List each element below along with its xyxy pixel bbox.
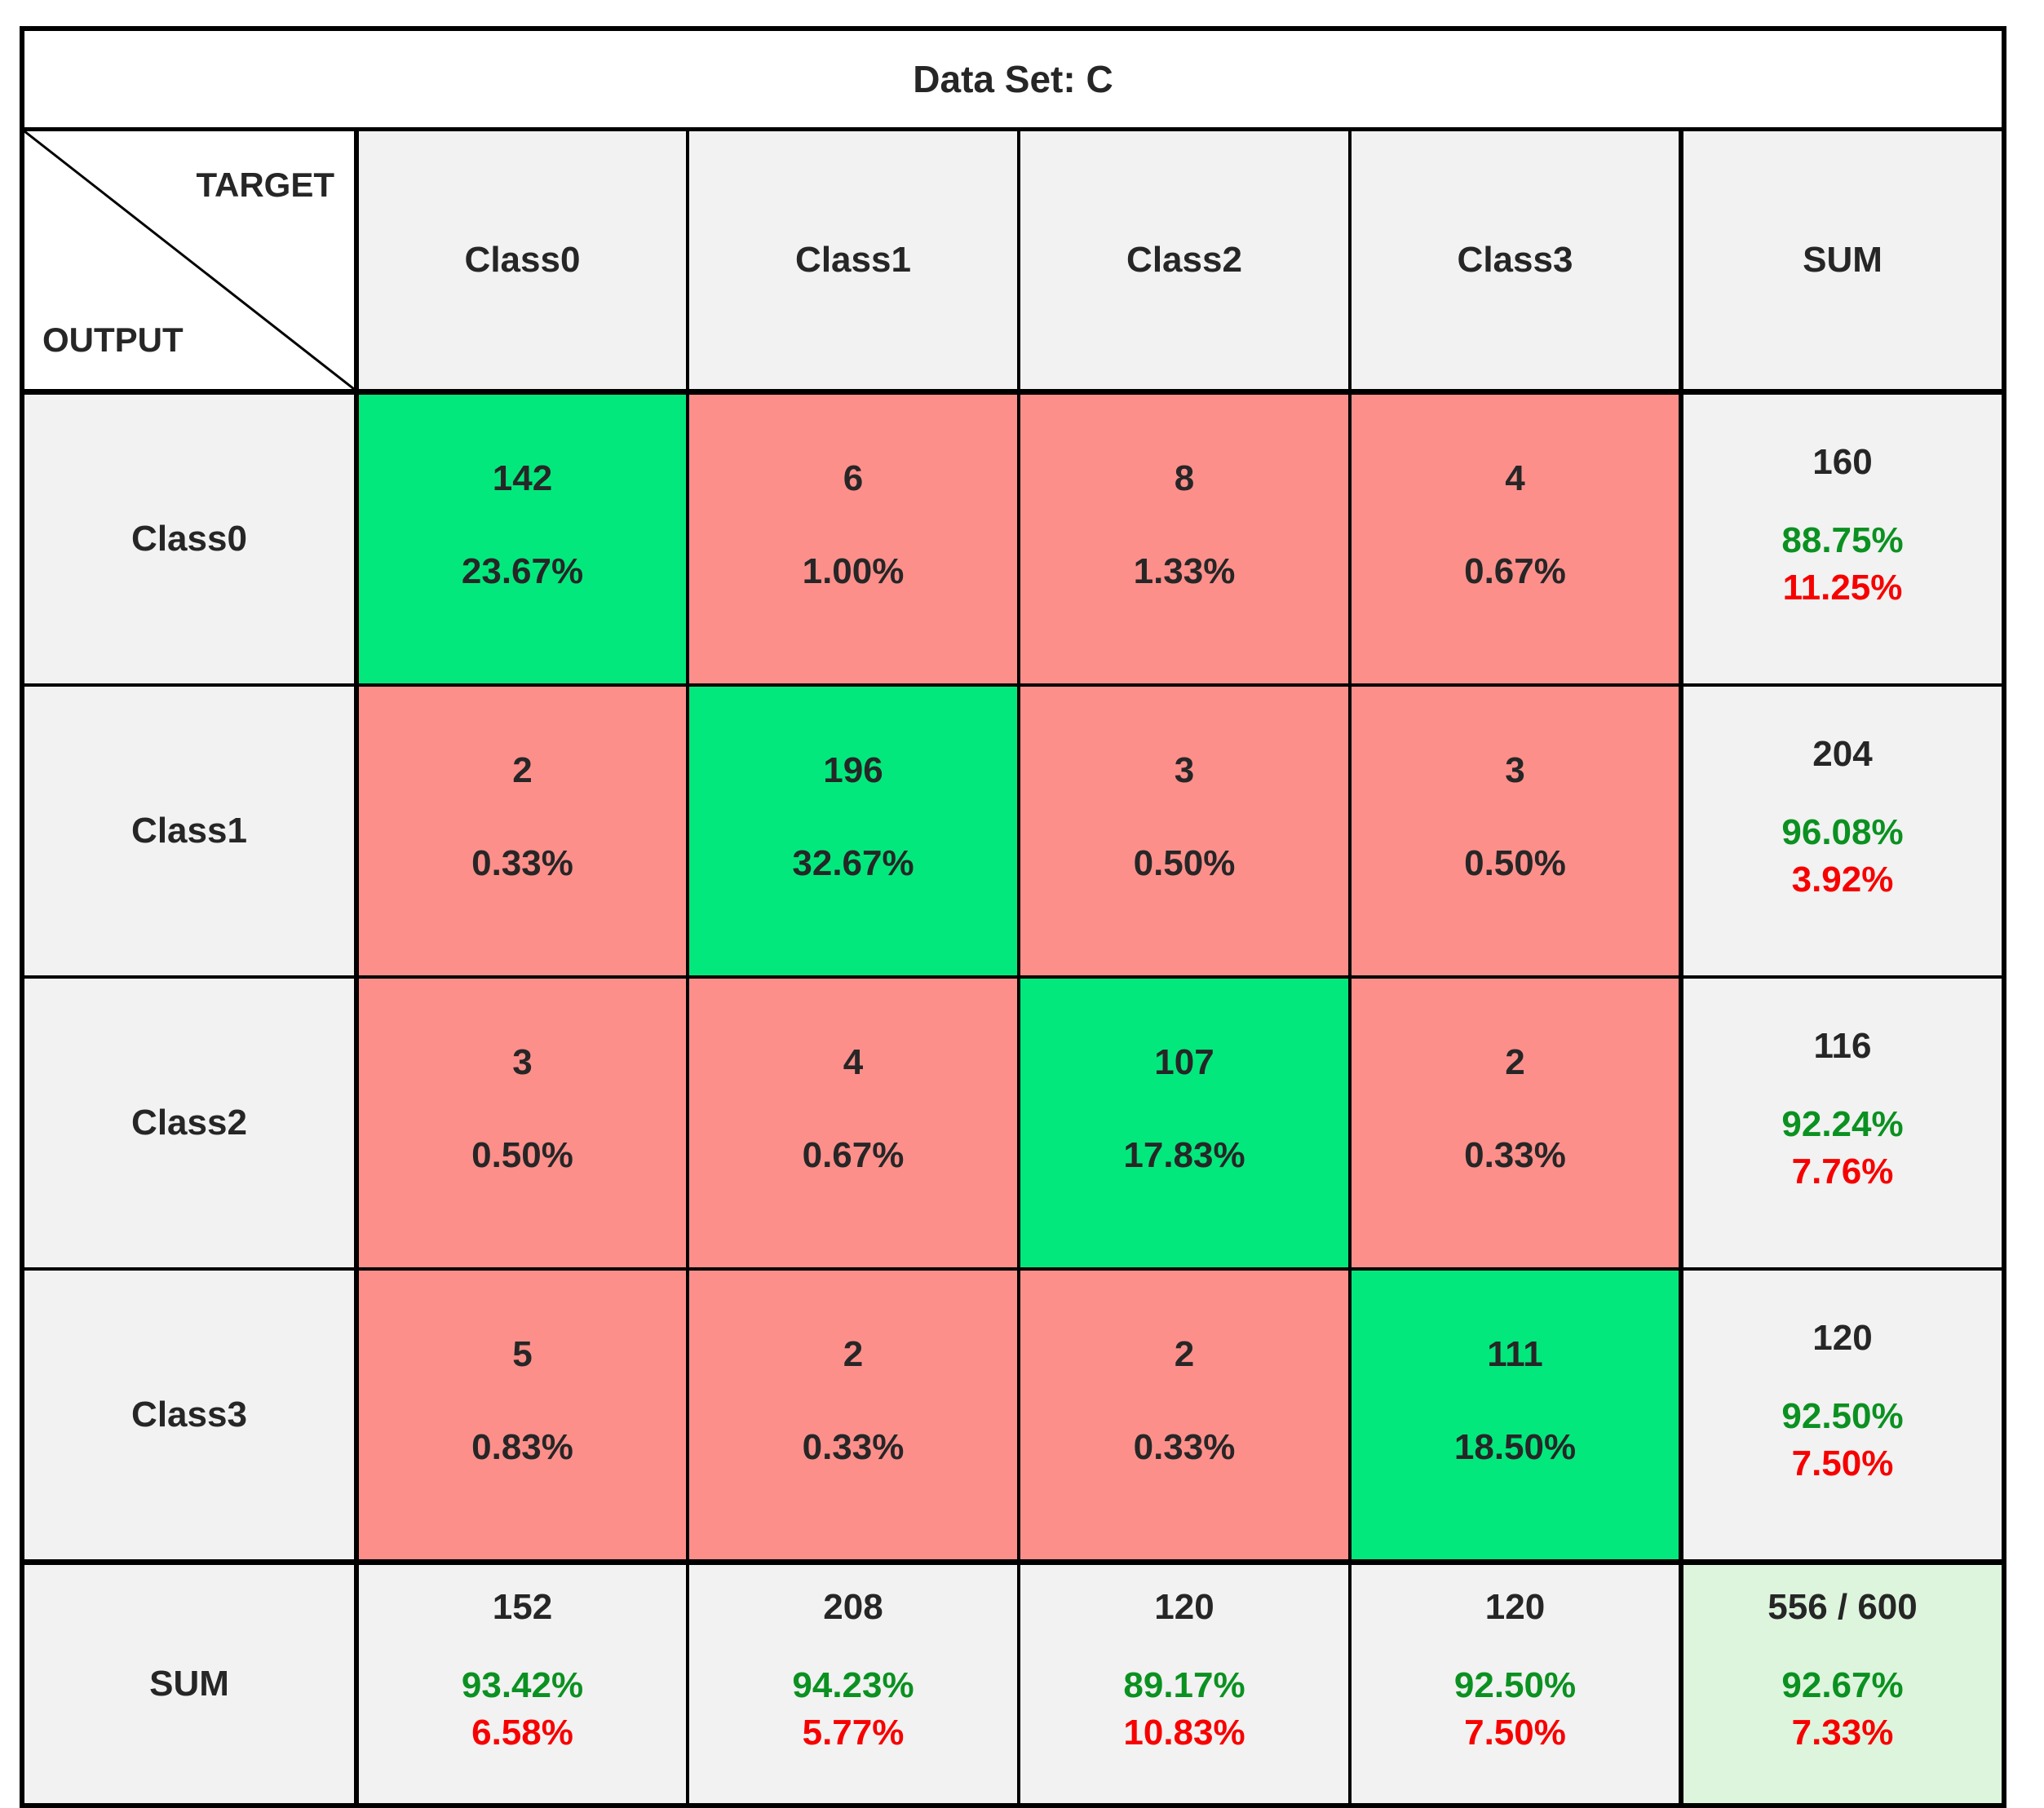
col-sum-class3: 120 92.50% 7.50% [1348, 1559, 1683, 1807]
col-header-class1: Class1 [686, 127, 1020, 395]
row-header-class3: Class3 [20, 1267, 359, 1564]
cell-output-class3-target-class0: 5 0.83% [355, 1267, 689, 1564]
cell-output-class2-target-class0: 3 0.50% [355, 975, 689, 1271]
row-header-sum: SUM [20, 1559, 359, 1807]
col-sum-class0: 152 93.42% 6.58% [355, 1559, 689, 1807]
cell-output-class0-target-class0: 142 23.67% [355, 390, 689, 687]
col-sum-class2: 120 89.17% 10.83% [1017, 1559, 1352, 1807]
row-sum-class0: 160 88.75% 11.25% [1679, 390, 2006, 687]
cell-output-class0-target-class3: 4 0.67% [1348, 390, 1683, 687]
target-axis-label: TARGET [196, 166, 334, 204]
row-sum-class1: 204 96.08% 3.92% [1679, 683, 2006, 979]
cell-output-class1-target-class0: 2 0.33% [355, 683, 689, 979]
cell-output-class1-target-class3: 3 0.50% [1348, 683, 1683, 979]
row-header-class1: Class1 [20, 683, 359, 979]
cell-output-class1-target-class1: 196 32.67% [686, 683, 1020, 979]
cell-output-class0-target-class1: 6 1.00% [686, 390, 1020, 687]
page-title: Data Set: C [20, 27, 2006, 131]
cell-output-class0-target-class2: 8 1.33% [1017, 390, 1352, 687]
cell-output-class3-target-class2: 2 0.33% [1017, 1267, 1352, 1564]
diagonal-divider-line [24, 131, 354, 389]
overall-accuracy-cell: 556 / 600 92.67% 7.33% [1679, 1559, 2006, 1807]
col-header-class3: Class3 [1348, 127, 1683, 395]
cell-output-class1-target-class2: 3 0.50% [1017, 683, 1352, 979]
row-header-class0: Class0 [20, 390, 359, 687]
col-header-class0: Class0 [355, 127, 689, 395]
cell-output-class3-target-class1: 2 0.33% [686, 1267, 1020, 1564]
cell-output-class2-target-class3: 2 0.33% [1348, 975, 1683, 1271]
row-sum-class2: 116 92.24% 7.76% [1679, 975, 2006, 1271]
cell-output-class2-target-class1: 4 0.67% [686, 975, 1020, 1271]
axis-corner-cell: TARGET OUTPUT [20, 127, 359, 395]
output-axis-label: OUTPUT [42, 320, 184, 359]
confusion-matrix-page: Data Set: C TARGET OUTPUT Class0 Class1 … [20, 26, 2006, 1808]
cell-output-class2-target-class2: 107 17.83% [1017, 975, 1352, 1271]
row-header-class2: Class2 [20, 975, 359, 1271]
col-header-sum: SUM [1679, 127, 2006, 395]
row-sum-class3: 120 92.50% 7.50% [1679, 1267, 2006, 1564]
col-header-class2: Class2 [1017, 127, 1352, 395]
confusion-matrix-table: Data Set: C TARGET OUTPUT Class0 Class1 … [20, 26, 2006, 1808]
cell-output-class3-target-class3: 111 18.50% [1348, 1267, 1683, 1564]
col-sum-class1: 208 94.23% 5.77% [686, 1559, 1020, 1807]
